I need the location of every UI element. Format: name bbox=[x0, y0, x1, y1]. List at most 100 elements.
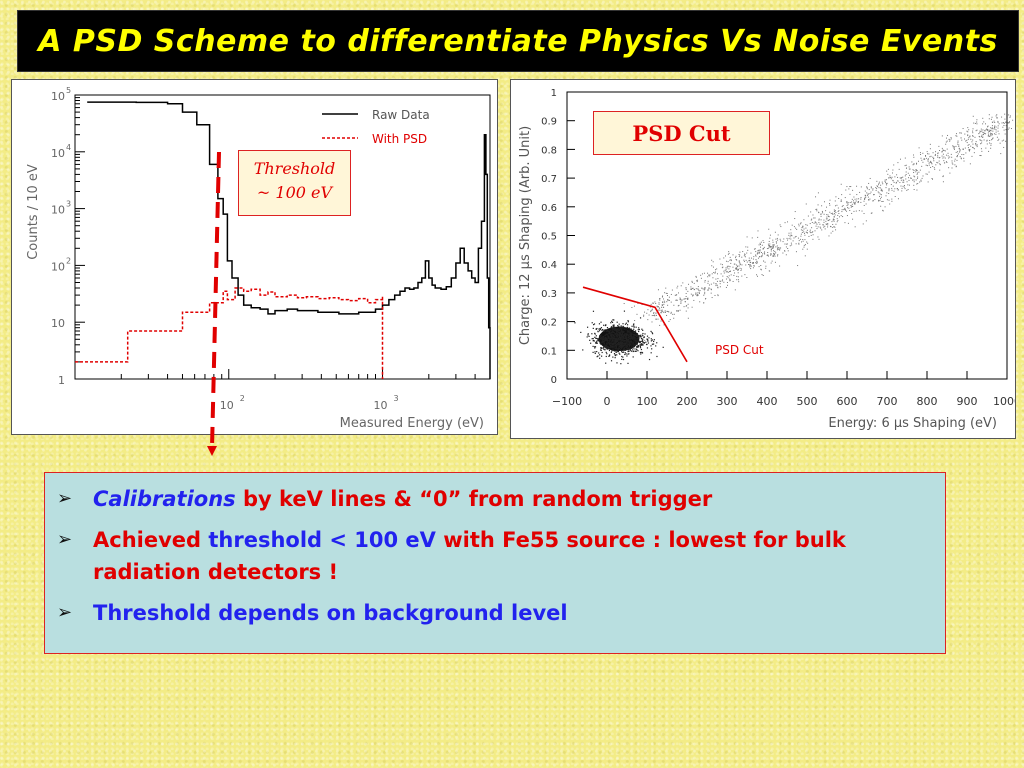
noise-point bbox=[605, 351, 607, 353]
signal-point bbox=[870, 186, 872, 188]
noise-point bbox=[637, 344, 640, 347]
signal-point bbox=[790, 234, 792, 236]
y-axis-label: Counts / 10 eV bbox=[26, 164, 41, 260]
signal-point bbox=[928, 153, 930, 155]
signal-point bbox=[950, 153, 952, 155]
signal-point bbox=[667, 298, 669, 300]
signal-point bbox=[772, 239, 774, 241]
noise-point bbox=[647, 342, 650, 344]
signal-point bbox=[913, 184, 915, 186]
signal-point bbox=[738, 279, 740, 281]
signal-point bbox=[905, 164, 907, 166]
noise-point bbox=[616, 321, 618, 323]
noise-point bbox=[610, 338, 612, 340]
y-tick-label: 10 bbox=[51, 317, 65, 330]
signal-point bbox=[982, 117, 984, 119]
signal-point bbox=[691, 306, 693, 308]
signal-point bbox=[711, 265, 713, 267]
signal-point bbox=[741, 264, 743, 266]
signal-point bbox=[913, 154, 915, 156]
noise-point bbox=[632, 338, 634, 340]
noise-point bbox=[656, 355, 658, 358]
signal-point bbox=[970, 145, 972, 147]
noise-point bbox=[599, 340, 601, 342]
noise-point bbox=[614, 344, 617, 347]
y-tick-label: 0.8 bbox=[541, 145, 557, 156]
noise-point bbox=[587, 333, 589, 335]
signal-point bbox=[975, 143, 977, 145]
plot-frame bbox=[74, 94, 491, 380]
signal-point bbox=[756, 261, 758, 263]
signal-point bbox=[1001, 122, 1003, 124]
signal-point bbox=[888, 177, 890, 179]
noise-point bbox=[610, 360, 613, 362]
signal-point bbox=[769, 247, 771, 249]
signal-point bbox=[885, 187, 887, 189]
signal-point bbox=[837, 207, 839, 209]
signal-point bbox=[815, 222, 817, 224]
signal-point bbox=[913, 181, 915, 183]
signal-point bbox=[737, 276, 739, 278]
noise-point bbox=[651, 333, 654, 335]
signal-point bbox=[765, 265, 767, 267]
signal-point bbox=[815, 196, 817, 198]
signal-point bbox=[987, 132, 989, 134]
signal-point bbox=[980, 131, 982, 133]
signal-point bbox=[989, 139, 991, 141]
signal-point bbox=[707, 276, 709, 278]
signal-point bbox=[941, 147, 943, 149]
signal-point bbox=[1002, 126, 1004, 128]
signal-point bbox=[787, 221, 789, 223]
signal-point bbox=[757, 257, 759, 259]
noise-point bbox=[626, 344, 628, 347]
signal-point bbox=[951, 162, 953, 164]
signal-point bbox=[655, 318, 657, 320]
signal-point bbox=[851, 212, 853, 214]
noise-point bbox=[639, 335, 641, 337]
noise-point bbox=[640, 336, 642, 338]
signal-point bbox=[942, 149, 944, 151]
signal-point bbox=[990, 134, 992, 136]
noise-point bbox=[634, 341, 636, 343]
signal-point bbox=[707, 282, 709, 284]
signal-point bbox=[713, 271, 715, 273]
signal-point bbox=[726, 270, 728, 272]
signal-point bbox=[976, 144, 978, 146]
signal-point bbox=[987, 125, 989, 127]
noise-point bbox=[597, 330, 599, 332]
signal-point bbox=[844, 207, 846, 209]
signal-point bbox=[916, 172, 918, 174]
noise-point bbox=[614, 338, 616, 340]
noise-point bbox=[650, 338, 652, 340]
signal-point bbox=[817, 236, 819, 238]
signal-point bbox=[1004, 113, 1006, 115]
signal-point bbox=[963, 157, 965, 159]
noise-point bbox=[596, 356, 598, 358]
signal-point bbox=[884, 180, 886, 182]
signal-point bbox=[989, 135, 991, 137]
bullet-text-part: Threshold depends on background level bbox=[93, 601, 568, 625]
noise-point bbox=[610, 351, 612, 353]
noise-point bbox=[621, 339, 624, 342]
noise-point bbox=[627, 319, 629, 322]
noise-point bbox=[614, 357, 616, 359]
signal-point bbox=[967, 144, 969, 146]
noise-point bbox=[605, 345, 608, 347]
signal-point bbox=[652, 302, 654, 304]
noise-point bbox=[615, 333, 617, 335]
noise-point bbox=[627, 332, 629, 334]
signal-point bbox=[820, 215, 822, 217]
signal-point bbox=[975, 144, 977, 146]
noise-point bbox=[633, 337, 636, 339]
noise-point bbox=[600, 336, 602, 338]
signal-point bbox=[717, 286, 719, 288]
noise-point bbox=[627, 321, 629, 323]
signal-point bbox=[932, 166, 934, 168]
signal-point bbox=[760, 241, 762, 243]
signal-point bbox=[804, 244, 806, 246]
noise-point bbox=[608, 342, 610, 344]
noise-point bbox=[602, 337, 604, 339]
signal-point bbox=[651, 308, 653, 310]
noise-point bbox=[594, 347, 596, 349]
signal-point bbox=[708, 288, 710, 290]
